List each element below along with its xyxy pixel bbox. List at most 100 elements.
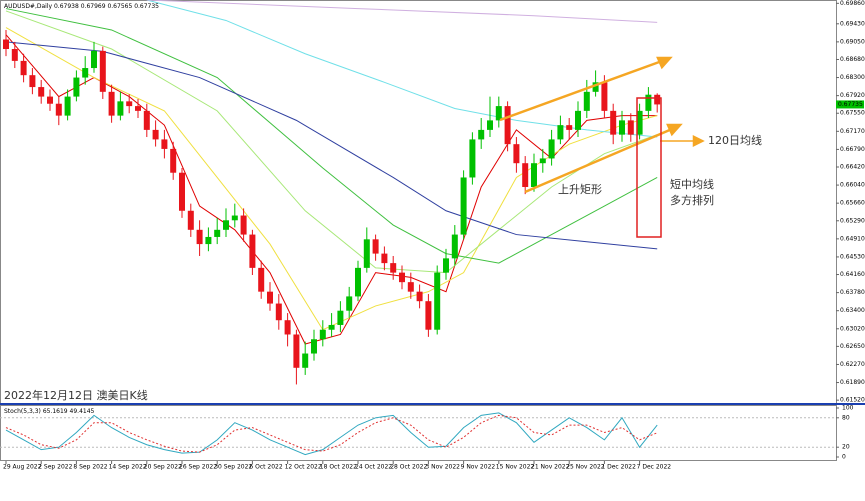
candle-body [434, 272, 441, 330]
candle-body [91, 50, 97, 69]
candle-body [29, 75, 36, 88]
candle-body [267, 291, 273, 304]
candle-body [275, 303, 282, 321]
candle-body [654, 94, 661, 105]
candle-body [249, 234, 256, 268]
candle-body [460, 177, 467, 235]
x-tick-label: 26 Sep 2022 [179, 464, 217, 471]
stoch-title: Stoch(5,3,3) [4, 408, 41, 415]
candle-body [566, 125, 573, 130]
x-tick-label: 29 Aug 2022 [3, 464, 42, 471]
y-tick-label: 0.68680 [840, 56, 865, 63]
candle-body [346, 296, 353, 311]
channel-upper [499, 59, 663, 122]
moving-average [146, 0, 658, 23]
candle-body [425, 301, 432, 330]
candle-body [539, 158, 546, 164]
candle-body [135, 106, 141, 111]
moving-average [5, 27, 658, 331]
candle-body [240, 215, 247, 235]
x-tick-label: 7 Dec 2022 [637, 464, 672, 471]
candle-body [645, 94, 652, 111]
y-tick-label: 0.66040 [840, 182, 865, 189]
candle-body [592, 82, 599, 92]
symbol: AUDUSD#,Daily [4, 3, 53, 10]
candle-body [223, 220, 229, 230]
x-tick-label: 18 Oct 2022 [320, 464, 357, 471]
x-tick-label: 2 Sep 2022 [38, 464, 72, 471]
candle-body [47, 96, 53, 104]
candle-body [390, 263, 397, 273]
y-tick-label: 0.66790 [840, 146, 865, 153]
moving-average [5, 41, 658, 250]
candle-body [372, 239, 379, 254]
candle-body [478, 129, 485, 140]
candle-body [170, 148, 177, 173]
candle-body [522, 163, 529, 187]
y-tick-label: 0.67920 [840, 92, 865, 99]
candle-body [513, 144, 520, 164]
candle-body [161, 139, 168, 149]
y-tick-label: 0.67550 [840, 110, 865, 117]
y-tick-label: 100 [842, 405, 854, 412]
candle-body [619, 120, 625, 135]
candle-body [73, 77, 80, 97]
candle-body [575, 110, 581, 130]
candle-body [610, 110, 617, 135]
header: AUDUSD#,Daily 0.67938 0.67969 0.67565 0.… [4, 3, 159, 10]
y-tick-label: 0.68300 [840, 74, 865, 81]
y-tick-label: 0.69860 [840, 0, 865, 7]
high: 0.67969 [81, 3, 106, 10]
candle-body [504, 106, 511, 145]
y-tick-label: 0.62650 [840, 343, 865, 350]
last-price-box [836, 100, 864, 109]
y-tick-label: 80 [842, 414, 850, 421]
x-tick-label: 14 Sep 2022 [109, 464, 147, 471]
candle-body [416, 291, 423, 302]
annotation: 上升矩形 [558, 183, 602, 196]
moving-average [5, 8, 658, 264]
x-tick-label: 1 Dec 2022 [601, 464, 636, 471]
x-tick-label: 20 Sep 2022 [144, 464, 182, 471]
annotation: 短中均线 [670, 177, 714, 191]
y-tick-label: 0.66420 [840, 164, 865, 171]
drawings [499, 56, 705, 194]
y-tick-label: 20 [842, 444, 850, 451]
y-tick-label: 0.69050 [840, 38, 865, 45]
x-tick-label: 25 Nov 2022 [566, 464, 605, 471]
candle-body [55, 103, 62, 116]
y-tick-label: 0.61520 [840, 397, 865, 404]
candle-body [328, 324, 335, 330]
candle-body [363, 239, 370, 268]
stoch-header: Stoch(5,3,3) 65.1619 49.4145 [4, 408, 95, 415]
candle-body [126, 101, 133, 107]
candle-body [381, 253, 388, 264]
candle-body [293, 334, 300, 368]
candle-body [407, 282, 414, 292]
candle-body [319, 329, 326, 340]
candle-body [152, 129, 159, 140]
y-tick-label: 0.63020 [840, 325, 865, 332]
x-tick-label: 3 Nov 2022 [425, 464, 460, 471]
open: 0.67938 [54, 3, 79, 10]
candle-body [627, 120, 634, 135]
candle-body [187, 210, 194, 230]
x-tick-label: 6 Oct 2022 [249, 464, 282, 471]
plot: 0.69860 0.69430 0.69050 0.68680 0.68300 0.679… [0, 0, 865, 471]
arrow-head [666, 123, 683, 137]
stoch-signal-last: 49.4145 [70, 408, 95, 415]
x-tick-label: 30 Sep 2022 [214, 464, 252, 471]
candle-body [284, 320, 291, 335]
candle-body [3, 39, 9, 50]
candle-body [601, 82, 608, 111]
candle-body [531, 163, 537, 187]
stoch-signal [5, 414, 658, 453]
candle-body [302, 353, 309, 368]
candle-body [82, 68, 89, 78]
stoch-main-last: 65.1619 [43, 408, 68, 415]
y-tick-label: 0.64160 [840, 271, 865, 278]
candle-body [258, 267, 265, 292]
y-tick-label: 0.67170 [840, 128, 865, 135]
y-tick-label: 0.64530 [840, 253, 865, 260]
candle-body [636, 110, 643, 135]
